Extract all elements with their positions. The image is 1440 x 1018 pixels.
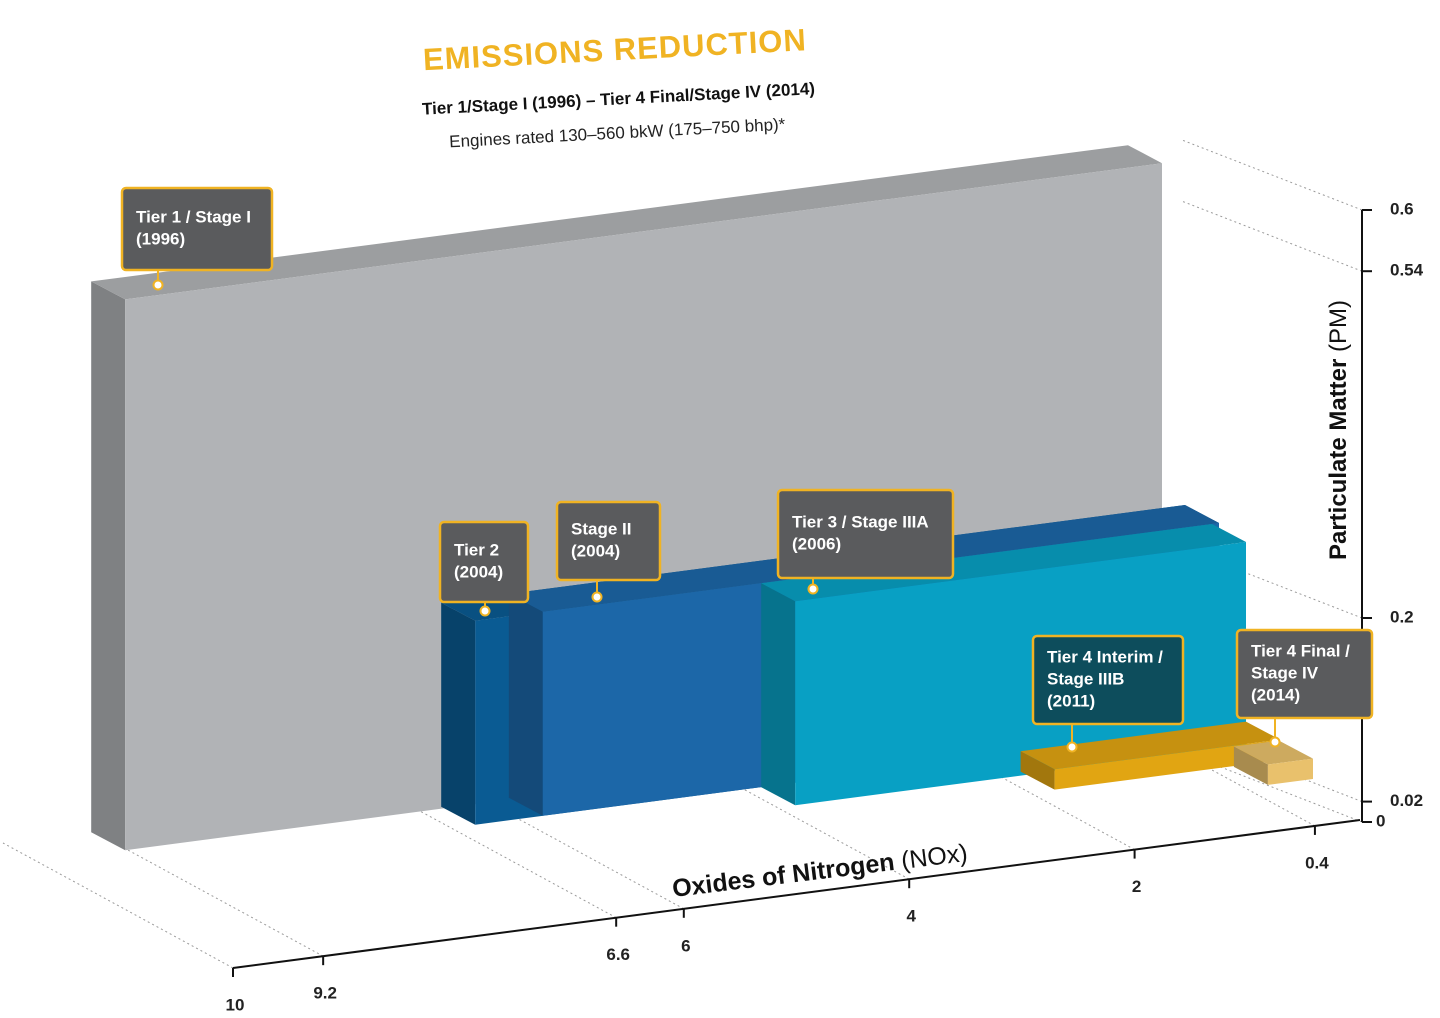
bar-side — [441, 602, 476, 825]
bar-top — [761, 524, 1246, 602]
callout-label: Tier 4 Final / — [1251, 641, 1350, 660]
callout-box — [1235, 628, 1374, 720]
callout-label: (1996) — [136, 229, 185, 248]
y-tick-label: 0.02 — [1390, 791, 1423, 810]
y-tick-label: 0.54 — [1390, 261, 1424, 280]
x-tick-label: 2 — [1132, 877, 1141, 896]
x-tick-label: 0.4 — [1305, 853, 1329, 872]
callout-label: Tier 2 — [454, 540, 499, 559]
callout: Tier 3 / Stage IIIA (2006) — [776, 488, 955, 595]
y-grid-line — [1181, 139, 1363, 211]
callout-box — [1031, 634, 1185, 726]
y-tick-label: 0.2 — [1390, 607, 1414, 626]
callout-label: (2004) — [454, 562, 503, 581]
bar-front — [1054, 739, 1280, 790]
x-grid-line — [904, 724, 1135, 851]
callout-label: Stage IV — [1251, 663, 1319, 682]
bar-side — [508, 593, 543, 816]
bar-side — [761, 583, 796, 806]
bar-side — [1233, 746, 1268, 785]
x-grid-line — [2, 842, 234, 969]
axes: 10 9.2 6.6 6 4 2 0.4 0 0.02 0.2 0.54 0.6 — [226, 199, 1424, 1014]
callout: Tier 1 / Stage I (1996) — [120, 186, 274, 291]
y-axis-unit: (PM) — [1325, 300, 1352, 352]
x-axis-title: Oxides of Nitrogen (NOx) — [671, 839, 969, 903]
heading: EMISSIONS REDUCTION Tier 1/Stage I (1996… — [422, 22, 816, 152]
callout-label: (2011) — [1047, 691, 1095, 710]
callout: Tier 4 Interim / Stage IIIB (2011) — [1031, 634, 1185, 753]
bar-side — [1020, 751, 1055, 790]
callout-label: Tier 4 Interim / — [1047, 647, 1163, 666]
callout: Stage II (2004) — [555, 500, 662, 603]
callout-pin — [807, 583, 819, 595]
x-axis-unit: (NOx) — [899, 839, 969, 875]
x-tick-label: 10 — [226, 995, 245, 1014]
y-tick-label: 0.6 — [1390, 199, 1414, 218]
callout: Tier 4 Final / Stage IV (2014) — [1235, 628, 1374, 748]
bar-front — [1267, 758, 1313, 785]
callout-label: (2014) — [1251, 685, 1300, 704]
x-axis-label: Oxides of Nitrogen — [671, 848, 896, 903]
x-tick-label: 9.2 — [313, 984, 337, 1003]
x-grid-line — [385, 792, 617, 919]
bars — [91, 145, 1313, 851]
x-grid-line — [92, 830, 324, 957]
callout-label: (2004) — [571, 541, 620, 560]
x-tick-label: 6 — [681, 936, 690, 955]
x-tick-label: 4 — [906, 907, 916, 926]
callout-label: Stage II — [571, 519, 631, 538]
x-grid-line — [453, 783, 685, 910]
callout-pin — [152, 279, 164, 291]
callout-box — [555, 500, 662, 582]
chart-note: Engines rated 130–560 bkW (175–750 bhp)* — [449, 115, 786, 152]
callout-pin — [1066, 741, 1078, 753]
bar-top — [1233, 740, 1313, 765]
callout-pin — [479, 605, 491, 617]
bar-top — [91, 145, 1163, 300]
y-axis-label: Particulate Matter — [1325, 359, 1352, 560]
callout-label: Stage IIIB — [1047, 669, 1124, 688]
y-grid-line — [1181, 200, 1363, 272]
y-tick-label: 0 — [1376, 811, 1385, 830]
callout-pin — [591, 591, 603, 603]
callout-box — [120, 186, 274, 272]
callouts: Tier 1 / Stage I(1996)Tier 2(2004)Stage … — [120, 186, 1374, 753]
chart-subtitle: Tier 1/Stage I (1996) – Tier 4 Final/Sta… — [422, 79, 816, 119]
x-axis-line — [232, 819, 1361, 969]
chart-title: EMISSIONS REDUCTION — [422, 22, 807, 77]
callout-pin — [1269, 736, 1281, 748]
callout-box — [776, 488, 955, 580]
x-tick-label: 6.6 — [606, 945, 630, 964]
x-grid-line — [678, 753, 910, 880]
callout-box — [438, 520, 530, 604]
callout-label: Tier 3 / Stage IIIA — [792, 512, 929, 531]
callout-label: (2006) — [792, 534, 841, 553]
callout: Tier 2 (2004) — [438, 520, 530, 617]
bar-top — [1020, 721, 1280, 770]
y-axis-title: Particulate Matter (PM) — [1325, 300, 1352, 560]
callout-label: Tier 1 / Stage I — [136, 207, 251, 226]
bar-side — [91, 281, 126, 851]
